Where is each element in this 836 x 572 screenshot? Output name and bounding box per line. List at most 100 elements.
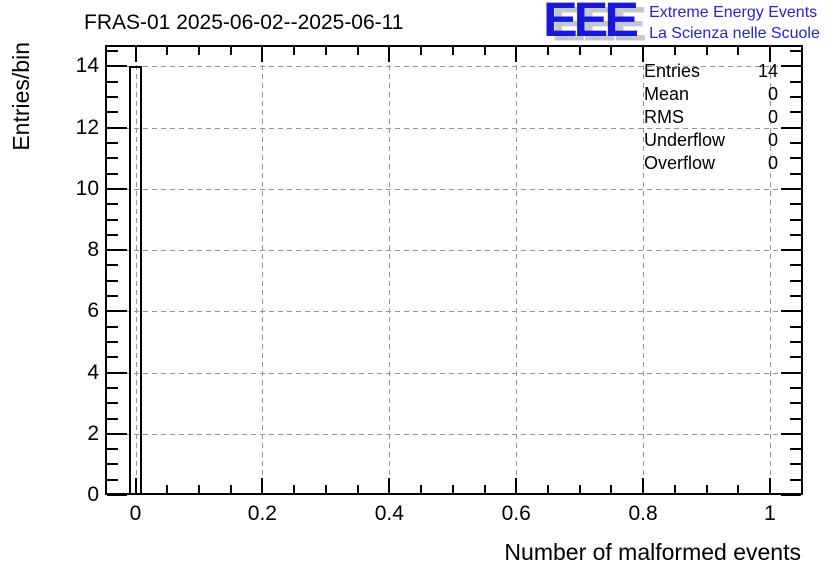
x-minor-tick-top — [166, 47, 169, 55]
x-tick-label: 0.6 — [501, 502, 531, 525]
y-minor-tick-right — [790, 386, 801, 389]
eee-logo-line2: La Scienza nelle Scuole — [649, 25, 820, 42]
y-minor-tick-right — [790, 356, 801, 359]
y-minor-tick-right — [790, 233, 801, 236]
gridline-horizontal — [107, 188, 801, 190]
y-major-tick-right — [781, 310, 801, 313]
x-minor-tick — [673, 485, 676, 493]
y-major-tick — [107, 65, 127, 68]
y-tick-label: 12 — [75, 115, 99, 139]
gridline-vertical — [135, 47, 137, 493]
x-minor-tick-top — [229, 47, 232, 55]
y-minor-tick-right — [790, 203, 801, 206]
eee-logo-text: Extreme Energy Events La Scienza nelle S… — [649, 2, 820, 44]
gridline-vertical — [262, 47, 264, 493]
x-minor-tick — [197, 485, 200, 493]
stats-label: Overflow — [644, 153, 716, 173]
y-tick-label: 14 — [75, 54, 99, 78]
y-minor-tick — [107, 80, 118, 83]
y-minor-tick-right — [790, 448, 801, 451]
stats-row-entries: Entries 14 — [644, 60, 778, 83]
x-minor-tick — [737, 485, 740, 493]
stats-row-overflow: Overflow 0 — [644, 152, 778, 175]
gridline-horizontal — [107, 250, 801, 252]
y-minor-tick-right — [790, 478, 801, 481]
y-minor-tick-right — [790, 340, 801, 343]
y-minor-tick-right — [790, 463, 801, 466]
y-minor-tick — [107, 356, 118, 359]
y-major-tick-right — [781, 65, 801, 68]
x-major-tick — [134, 478, 137, 493]
x-minor-tick — [546, 485, 549, 493]
gridline-horizontal — [107, 311, 801, 313]
x-minor-tick — [324, 485, 327, 493]
y-major-tick-right — [781, 371, 801, 374]
gridline-horizontal — [107, 127, 801, 129]
y-minor-tick — [107, 295, 118, 297]
y-minor-tick — [107, 478, 118, 481]
stats-label: Entries — [644, 61, 701, 81]
eee-logo: EEE Extreme Energy Events La Scienza nel… — [543, 0, 820, 44]
x-major-tick-top — [388, 47, 391, 62]
y-minor-tick-right — [790, 142, 801, 144]
x-major-tick-top — [134, 47, 137, 62]
y-minor-tick — [107, 142, 118, 144]
y-minor-tick-right — [790, 96, 801, 98]
y-major-tick — [107, 310, 127, 313]
eee-logo-line1: Extreme Energy Events — [649, 4, 818, 21]
x-minor-tick-top — [546, 47, 549, 55]
histogram-bar — [129, 66, 142, 495]
y-minor-tick — [107, 96, 118, 98]
y-minor-tick — [107, 386, 118, 389]
y-minor-tick — [107, 218, 118, 221]
x-tick-label: 0.4 — [374, 502, 404, 525]
stats-label: RMS — [644, 107, 684, 127]
y-tick-label: 8 — [87, 238, 99, 262]
stats-box: Entries 14 Mean 0 RMS 0 Underflow 0 Over… — [644, 60, 778, 175]
x-major-tick-top — [769, 47, 771, 62]
x-minor-tick — [229, 485, 232, 493]
x-minor-tick — [451, 485, 454, 493]
x-minor-tick-top — [737, 47, 740, 55]
gridline-vertical — [516, 47, 518, 493]
y-minor-tick-right — [790, 417, 801, 420]
y-major-tick — [107, 371, 127, 374]
x-minor-tick — [705, 485, 708, 493]
x-major-tick — [642, 478, 645, 493]
stats-value: 14 — [757, 61, 778, 81]
y-tick-label: 2 — [87, 421, 99, 445]
x-minor-tick-top — [451, 47, 454, 55]
y-minor-tick-right — [790, 111, 801, 114]
y-major-tick-right — [781, 187, 801, 190]
y-minor-tick — [107, 417, 118, 420]
y-minor-tick — [107, 325, 118, 328]
y-minor-tick-right — [790, 218, 801, 221]
y-minor-tick-right — [790, 295, 801, 297]
gridline-vertical — [643, 47, 645, 493]
x-tick-label: 0.8 — [628, 502, 658, 525]
y-tick-label: 4 — [87, 360, 99, 384]
y-major-tick-right — [781, 494, 801, 496]
y-minor-tick-right — [790, 80, 801, 83]
gridline-vertical — [770, 47, 771, 493]
x-tick-label: 0 — [129, 502, 142, 525]
x-minor-tick — [578, 485, 581, 493]
y-minor-tick — [107, 157, 118, 160]
plot-area: 0 0.2 0.4 0.6 0.8 1 0 2 4 6 8 10 12 14 — [76, 45, 803, 525]
x-minor-tick-top — [578, 47, 581, 55]
x-major-tick — [769, 478, 771, 493]
x-minor-tick-top — [197, 47, 200, 55]
stats-value: 0 — [767, 107, 778, 127]
gridline-vertical — [389, 47, 391, 493]
y-major-tick — [107, 126, 127, 129]
x-axis-title: Number of malformed events — [504, 539, 801, 565]
x-tick-label: 0.2 — [247, 502, 277, 525]
y-minor-tick — [107, 279, 118, 282]
x-minor-tick-top — [610, 47, 613, 55]
stats-label: Underflow — [644, 130, 726, 150]
x-minor-tick — [166, 485, 169, 493]
stats-row-rms: RMS 0 — [644, 106, 778, 129]
y-major-tick-right — [781, 249, 801, 252]
stats-row-mean: Mean 0 — [644, 83, 778, 106]
x-minor-tick — [610, 485, 613, 493]
